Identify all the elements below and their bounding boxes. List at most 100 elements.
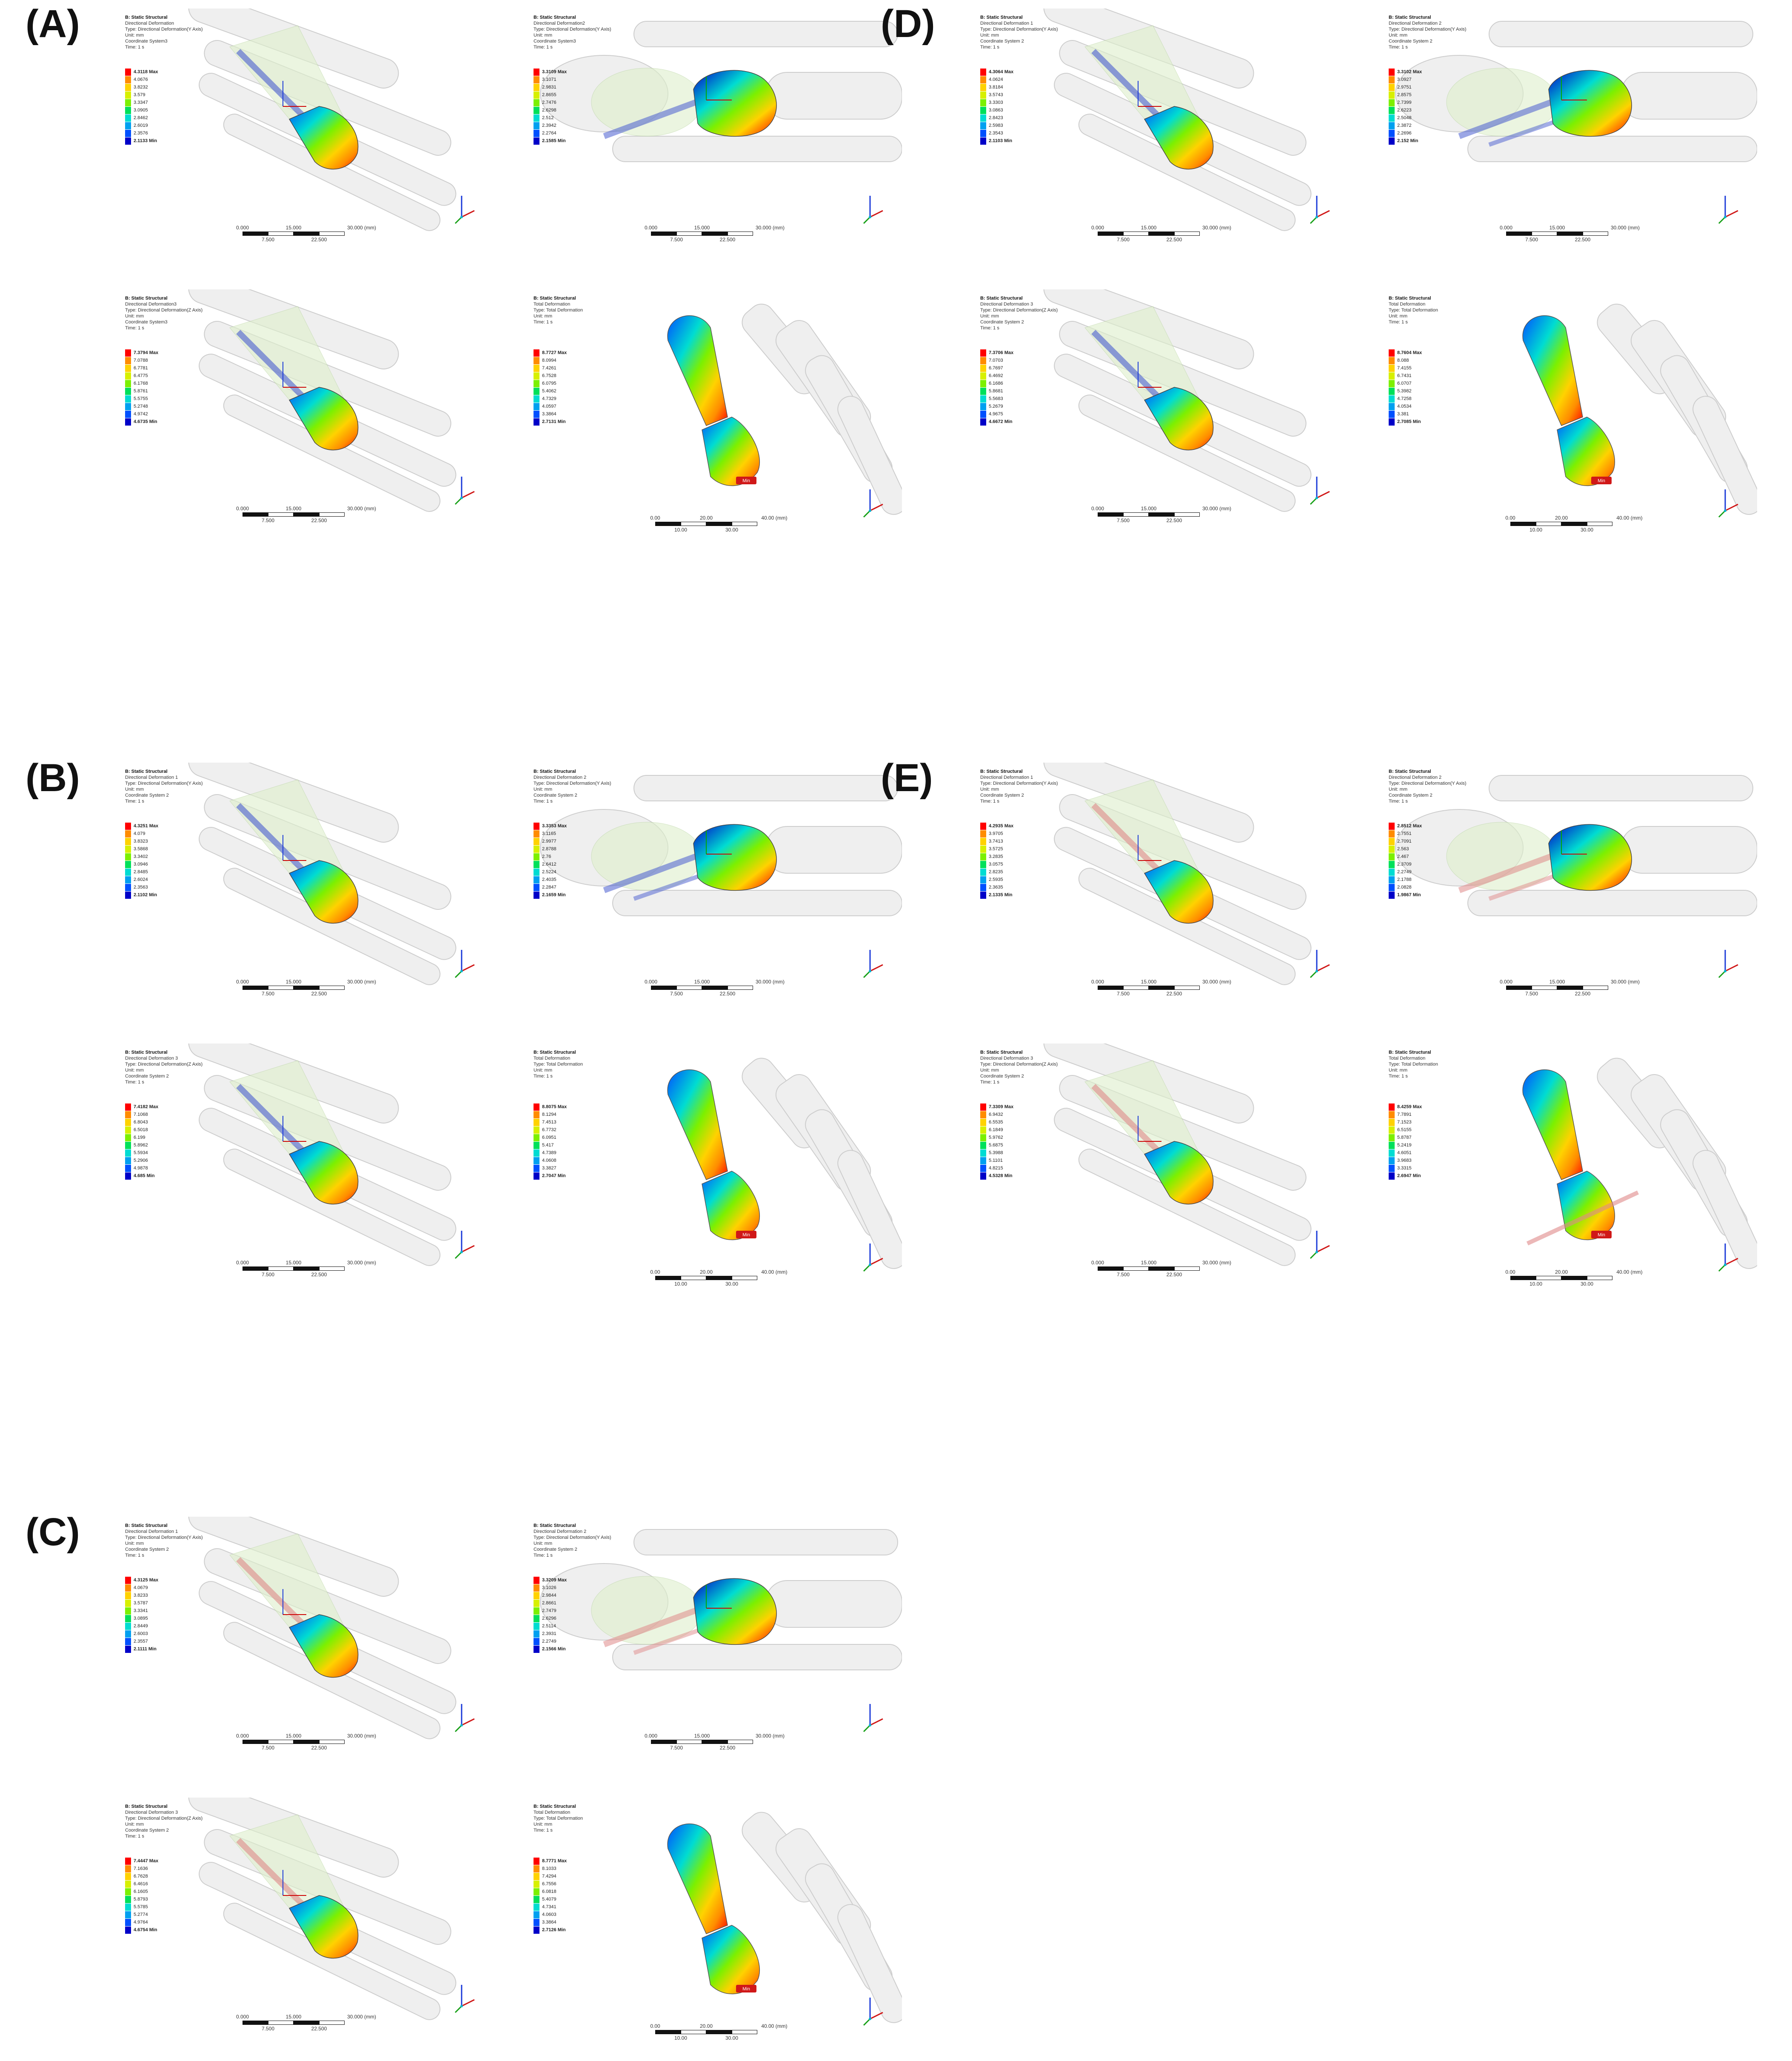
result-type: Type: Directional Deformation(Z Axis) [125,308,203,313]
color-legend: 3.3209 Max 3.1026 2.9844 2.8661 2.7479 2.6296… [534,1576,567,1653]
legend-value: 4.6051 [1397,1150,1412,1155]
legend-swatch [1389,380,1395,387]
legend-value: 6.5155 [1397,1127,1412,1132]
triad-origin [1315,497,1318,499]
legend-swatch [125,137,131,145]
legend-entry: 3.0946 [125,860,158,868]
analysis-header: B: Static Structural [534,296,576,301]
analysis-header: B: Static Structural [534,1050,576,1055]
result-time: Time: 1 s [534,799,553,804]
scale-tick-label: 30.000 (mm) [1202,979,1232,985]
legend-swatch [980,1103,986,1111]
legend-swatch [534,1926,539,1934]
result-unit: Unit: mm [534,33,552,38]
axis-triad [451,1976,481,2015]
scale-bar-track [243,2021,370,2025]
result-body: Directional Deformation 3 [980,302,1033,307]
legend-value: 2.8423 [989,115,1003,120]
legend-value: 2.1103 Min [989,138,1013,143]
triad-y-axis [1310,216,1318,224]
scale-bar-segment [651,986,676,990]
legend-value: 2.8655 [542,92,556,97]
metatarsal-head [1144,387,1214,451]
legend-entry: 7.7891 [1389,1111,1422,1118]
legend-entry: 3.0905 [125,106,158,114]
scale-tick-label: 7.500 [670,991,683,997]
scale-bar-segment [651,232,676,236]
scale-bar-segment [294,1266,319,1271]
legend-swatch [1389,410,1395,418]
scale-bar-segment [681,522,706,526]
legend-entry: 3.9683 [1389,1157,1422,1164]
legend-value: 8.7727 Max [542,350,567,355]
result-body: Total Deformation [534,1810,571,1815]
triad-x-axis [1316,491,1330,499]
scale-tick-label: 0.000 [236,2014,249,2020]
legend-value: 2.0828 [1397,885,1412,890]
legend-entry: 3.5787 [125,1599,158,1607]
legend-swatch [534,876,539,883]
simulation-panel: B: Static Structural Directional Deformat… [119,1043,494,1290]
result-info: B: Static Structural Directional Deformat… [534,769,611,804]
legend-swatch [980,122,986,129]
scale-bar: 0.000 15.000 30.000 (mm) 7.500 22.500 [1500,225,1640,243]
scale-bar-segment [1583,232,1608,236]
phalanx-bone [837,1904,902,2023]
legend-value: 6.0818 [542,1889,556,1894]
legend-value: 2.5983 [989,123,1003,128]
legend-swatch [125,1164,131,1172]
deformation-contour-model [229,1814,359,1959]
legend-swatch [1389,129,1395,137]
model-view: Min [667,1058,902,1269]
legend-swatch [980,876,986,883]
legend-swatch [125,1872,131,1880]
scale-tick-label: 7.500 [261,237,275,243]
legend-swatch [125,853,131,860]
scale-bar-segment [319,1266,345,1271]
legend-entry: 3.2835 [980,853,1013,860]
legend-entry: 4.3118 Max [125,68,158,76]
legend-entry: 2.2749 [1389,868,1422,876]
scale-tick-label: 40.00 (mm) [1616,1269,1643,1275]
legend-swatch [125,1888,131,1895]
scale-bar-segment [1123,1266,1149,1271]
legend-entry: 2.2764 [534,129,567,137]
simulation-panel: Min B: Static Structural Total Deformation… [528,1043,902,1290]
scale-bar-segment [706,1276,732,1280]
scale-bar-segment [1583,986,1608,990]
analysis-header: B: Static Structural [534,1804,576,1809]
scale-bar-segment [1149,986,1174,990]
scale-labels-top: 0.00 20.00 40.00 (mm) [650,515,787,521]
legend-entry: 8.1033 [534,1865,567,1872]
scale-bar-segment [706,2030,732,2034]
legend-swatch [534,822,539,830]
group-label: (B) [26,756,80,800]
legend-swatch [534,830,539,838]
result-body: Directional Deformation 2 [1389,21,1442,26]
legend-swatch [125,1141,131,1149]
triad-x-axis [1316,1245,1330,1253]
legend-value: 3.0863 [989,108,1003,113]
scale-bar: 0.000 15.000 30.000 (mm) 7.500 22.500 [1091,1260,1231,1278]
scale-tick-label: 22.500 [1166,991,1182,997]
simulation-panel: B: Static Structural Directional Deformat… [974,763,1349,1009]
result-coord: Coordinate System 2 [125,1074,169,1079]
scale-tick-label: 0.00 [1505,515,1515,521]
legend-swatch [125,395,131,403]
scale-tick-label: 30.000 (mm) [347,1733,377,1739]
simulation-panel: B: Static Structural Directional Deformat… [119,1798,494,2044]
scale-bar-segment [319,2021,345,2025]
scale-tick-label: 0.00 [650,515,660,521]
scale-tick-label: 15.000 [285,225,302,231]
scale-tick-label: 22.500 [1166,237,1182,243]
legend-entry: 7.4294 [534,1872,567,1880]
scale-bar-track [1506,232,1634,236]
scale-labels-bottom: 7.500 22.500 [1098,991,1225,997]
legend-entry: 2.7399 [1389,99,1422,106]
legend-swatch [534,364,539,372]
legend-value: 6.0951 [542,1135,556,1140]
legend-value: 5.8793 [134,1897,148,1902]
scale-bar-segment [294,232,319,236]
scale-tick-label: 22.500 [311,2026,327,2032]
scale-bar-segment [655,2030,681,2034]
